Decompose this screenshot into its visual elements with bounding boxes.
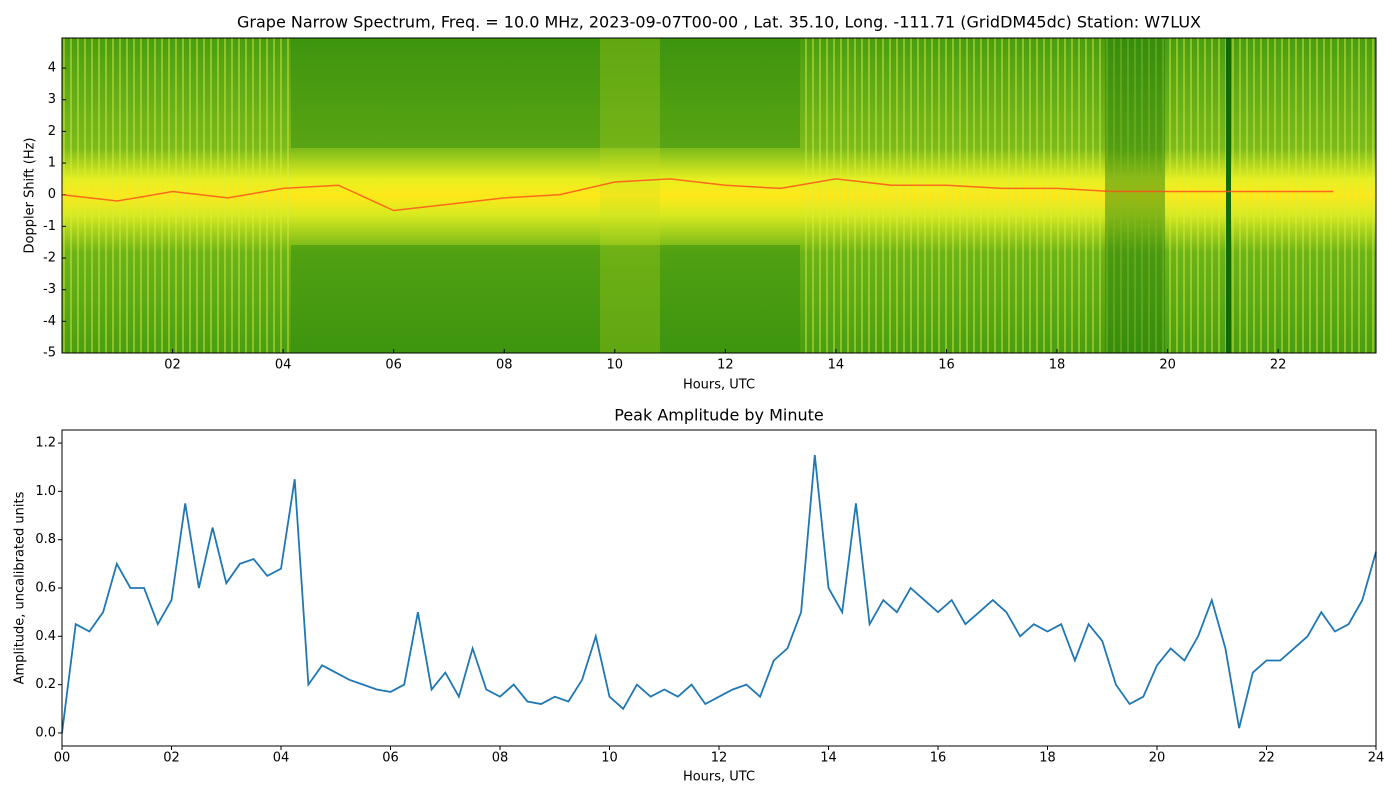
x-tick-label: 00 xyxy=(54,751,71,766)
y-tick-label: 0 xyxy=(48,187,56,202)
x-tick-label: 20 xyxy=(1149,751,1166,766)
x-tick-label: 12 xyxy=(717,358,734,373)
x-tick-label: 08 xyxy=(496,358,513,373)
y-tick-label: 0.0 xyxy=(35,725,56,740)
y-tick-label: -5 xyxy=(43,346,56,361)
y-tick-label: 1 xyxy=(48,156,56,171)
y-axis-label: Amplitude, uncalibrated units xyxy=(13,491,28,684)
y-tick-label: 0.2 xyxy=(35,677,56,692)
y-tick-label: 0.8 xyxy=(35,532,56,547)
y-tick-label: 3 xyxy=(48,92,56,107)
y-tick-label: 4 xyxy=(48,61,56,76)
x-tick-label: 12 xyxy=(711,751,728,766)
x-tick-label: 02 xyxy=(163,751,180,766)
x-tick-label: 20 xyxy=(1159,358,1176,373)
x-tick-label: 14 xyxy=(820,751,837,766)
chart-title: Grape Narrow Spectrum, Freq. = 10.0 MHz,… xyxy=(237,13,1201,32)
y-tick-label: 0.4 xyxy=(35,629,56,644)
spectrogram-image xyxy=(62,38,1376,353)
x-tick-label: 10 xyxy=(607,358,624,373)
doppler-trace xyxy=(61,178,1334,212)
y-tick-label: -3 xyxy=(43,282,56,297)
amplitude-line xyxy=(61,455,1377,734)
x-tick-label: 08 xyxy=(492,751,509,766)
x-tick-label: 04 xyxy=(273,751,290,766)
x-tick-label: 16 xyxy=(930,751,947,766)
x-axis-label: Hours, UTC xyxy=(683,770,755,785)
chart-title: Peak Amplitude by Minute xyxy=(614,406,824,425)
x-tick-label: 18 xyxy=(1049,358,1066,373)
y-tick-label: -4 xyxy=(43,314,56,329)
x-tick-label: 04 xyxy=(275,358,292,373)
plot-frame xyxy=(61,429,1377,747)
y-tick-label: 0.6 xyxy=(35,581,56,596)
y-tick-label: -2 xyxy=(43,251,56,266)
x-axis-label: Hours, UTC xyxy=(683,378,755,393)
y-tick-label: 1.2 xyxy=(35,436,56,451)
x-tick-label: 22 xyxy=(1258,751,1275,766)
x-tick-label: 10 xyxy=(601,751,618,766)
x-tick-label: 06 xyxy=(382,751,399,766)
y-tick-label: -1 xyxy=(43,219,56,234)
x-tick-label: 06 xyxy=(385,358,402,373)
x-tick-label: 22 xyxy=(1270,358,1287,373)
x-tick-label: 02 xyxy=(164,358,181,373)
y-axis-label: Doppler Shift (Hz) xyxy=(23,138,38,254)
x-tick-label: 16 xyxy=(938,358,955,373)
x-tick-label: 18 xyxy=(1039,751,1056,766)
y-tick-label: 2 xyxy=(48,124,56,139)
plot-frame xyxy=(61,37,1377,354)
x-tick-label: 14 xyxy=(828,358,845,373)
y-tick-label: 1.0 xyxy=(35,484,56,499)
x-tick-label: 24 xyxy=(1368,751,1385,766)
